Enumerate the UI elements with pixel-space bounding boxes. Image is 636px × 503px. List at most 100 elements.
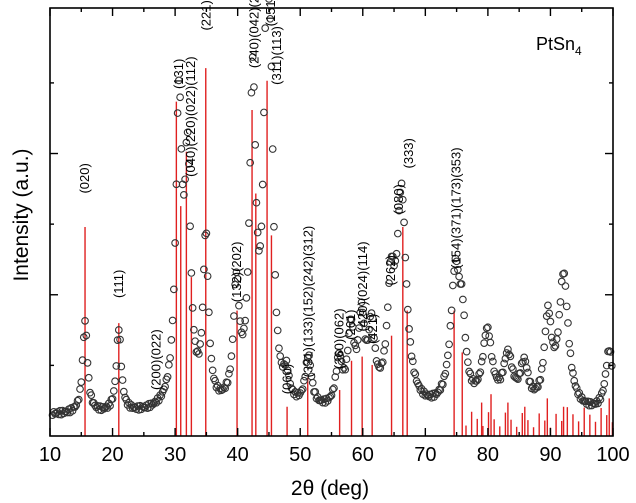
data-point [552,335,561,344]
data-point [520,353,529,362]
data-point [347,315,356,324]
data-point [198,303,207,312]
data-point [570,376,579,385]
data-point [321,399,330,407]
data-point [305,351,313,360]
data-point [256,242,265,250]
data-point [271,271,280,279]
data-point [577,393,586,401]
data-point [76,385,84,393]
data-point [170,285,178,294]
x-axis-title: 2θ (deg) [291,477,369,500]
data-point [357,298,366,307]
data-point [258,180,267,189]
data-point [441,369,450,378]
data-point [507,363,516,371]
data-point [182,138,191,147]
data-point [461,333,470,342]
data-point [197,328,206,337]
data-point [540,343,549,352]
data-point [506,352,515,361]
data-point [318,398,327,407]
data-point [396,188,405,197]
data-point [479,352,487,361]
data-point [163,373,172,381]
data-point [253,228,262,237]
data-point [457,280,466,288]
data-point [400,218,408,227]
data-point [173,109,182,117]
data-point [288,385,297,394]
data-point [337,357,346,366]
x-tick-label: 70 [414,444,436,466]
data-point [355,324,363,332]
data-point [599,386,607,395]
data-point [242,293,251,302]
data-point [87,391,96,399]
data-point [378,358,387,367]
data-point [539,358,547,367]
data-point [165,360,173,369]
data-point [340,363,348,372]
peak-label: (333) [401,138,416,168]
data-point [368,314,377,323]
data-point [390,261,398,270]
data-point [114,326,123,334]
data-point [118,376,127,384]
data-point [569,369,577,377]
data-point [71,403,79,411]
data-point [252,198,261,207]
peak-label: (260)(062) [332,308,347,369]
data-point [187,269,196,277]
data-point [382,321,391,330]
data-point [487,352,496,361]
data-point [555,310,564,319]
data-point [607,361,616,370]
data-point [202,229,211,238]
data-point [556,298,565,306]
data-point [297,386,306,395]
peak-label: (240)(042)(222) [247,0,262,68]
data-point [465,367,473,376]
data-point [576,395,585,403]
data-point [504,345,512,354]
data-point [68,406,77,415]
data-point [161,382,169,391]
data-point [206,339,214,348]
peak-label: (020) [77,163,92,193]
data-point [442,360,451,369]
x-tick-label: 90 [539,444,561,466]
data-point [452,257,461,266]
data-point [167,336,176,344]
data-point [175,76,183,85]
data-point [505,350,514,359]
peak-label: (311)(113) [269,26,284,85]
data-point [325,393,333,402]
data-point [248,53,257,61]
data-point [116,335,124,344]
peak-label: (132)(202) [229,242,244,303]
data-point [464,358,472,367]
data-point [377,359,386,368]
data-point [462,347,471,356]
x-tick-label: 100 [596,444,629,466]
data-point [536,375,545,384]
data-point [285,371,293,380]
data-point [444,351,452,360]
data-point [306,361,315,370]
data-point [228,335,237,344]
data-point [99,405,108,413]
data-point [223,378,232,387]
data-point [417,384,426,393]
data-point [328,385,337,394]
data-point [245,219,253,227]
data-point [183,128,192,137]
data-point [375,363,383,371]
data-point [407,352,416,361]
data-point [501,354,510,363]
peak-label: (040)(220)(022)(112) [183,56,198,176]
data-point [236,317,245,325]
data-point [459,295,467,304]
data-point [381,340,390,348]
